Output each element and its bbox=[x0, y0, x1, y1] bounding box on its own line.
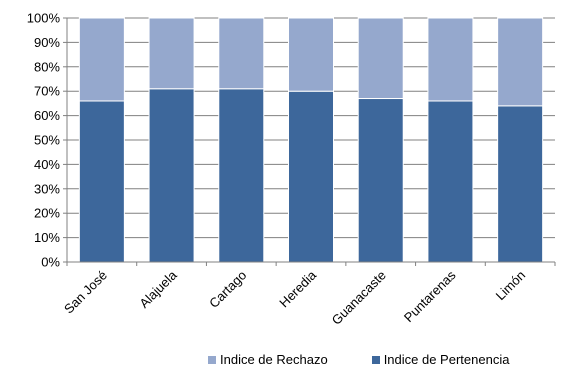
bar-pertenencia-0 bbox=[78, 100, 125, 263]
y-tick-label-0: 0% bbox=[41, 255, 60, 270]
legend-label-pertenencia: Indice de Pertenencia bbox=[383, 352, 510, 367]
legend-swatch-pertenencia bbox=[371, 355, 380, 364]
y-tick-label-10: 100% bbox=[27, 11, 61, 26]
bar-rechazo-3 bbox=[288, 17, 334, 92]
legend-swatch-rechazo bbox=[208, 355, 216, 364]
bar-rechazo-4 bbox=[357, 17, 404, 100]
x-tick-label-1: Alajuela bbox=[136, 267, 180, 311]
legend-label-rechazo: Indice de Rechazo bbox=[220, 352, 328, 367]
bar-rechazo-0 bbox=[78, 17, 125, 102]
y-tick-label-1: 10% bbox=[34, 230, 60, 245]
x-tick-label-6: Limón bbox=[493, 268, 529, 304]
y-tick-label-8: 80% bbox=[34, 59, 60, 74]
chart-legend: Indice de Rechazo Indice de Pertenencia bbox=[208, 352, 509, 367]
bar-rechazo-2 bbox=[218, 17, 265, 90]
bar-rechazo-5 bbox=[427, 17, 474, 102]
x-tick-label-4: Guanacaste bbox=[329, 268, 389, 328]
y-tick-label-6: 60% bbox=[34, 108, 60, 123]
x-tick-label-2: Cartago bbox=[206, 268, 249, 311]
bar-pertenencia-2 bbox=[218, 88, 265, 263]
bar-pertenencia-6 bbox=[497, 105, 544, 263]
y-tick-label-7: 70% bbox=[34, 84, 60, 99]
bar-pertenencia-3 bbox=[288, 90, 334, 263]
y-tick-label-9: 90% bbox=[34, 35, 60, 50]
legend-item-rechazo: Indice de Rechazo bbox=[208, 352, 328, 367]
y-tick-label-2: 20% bbox=[34, 206, 60, 221]
bar-pertenencia-5 bbox=[427, 100, 474, 263]
bar-rechazo-6 bbox=[497, 17, 544, 107]
bar-pertenencia-1 bbox=[148, 88, 195, 263]
legend-item-pertenencia: Indice de Pertenencia bbox=[371, 352, 510, 367]
x-tick-label-3: Heredia bbox=[276, 267, 319, 310]
y-tick-label-4: 40% bbox=[34, 157, 60, 172]
y-tick-label-5: 50% bbox=[34, 133, 60, 148]
bars bbox=[78, 17, 544, 263]
bar-rechazo-1 bbox=[148, 17, 195, 90]
axes bbox=[63, 17, 556, 266]
bar-pertenencia-4 bbox=[357, 98, 404, 263]
x-tick-label-5: Puntarenas bbox=[401, 267, 459, 325]
y-tick-label-3: 30% bbox=[34, 181, 60, 196]
x-tick-label-0: San José bbox=[61, 268, 110, 317]
